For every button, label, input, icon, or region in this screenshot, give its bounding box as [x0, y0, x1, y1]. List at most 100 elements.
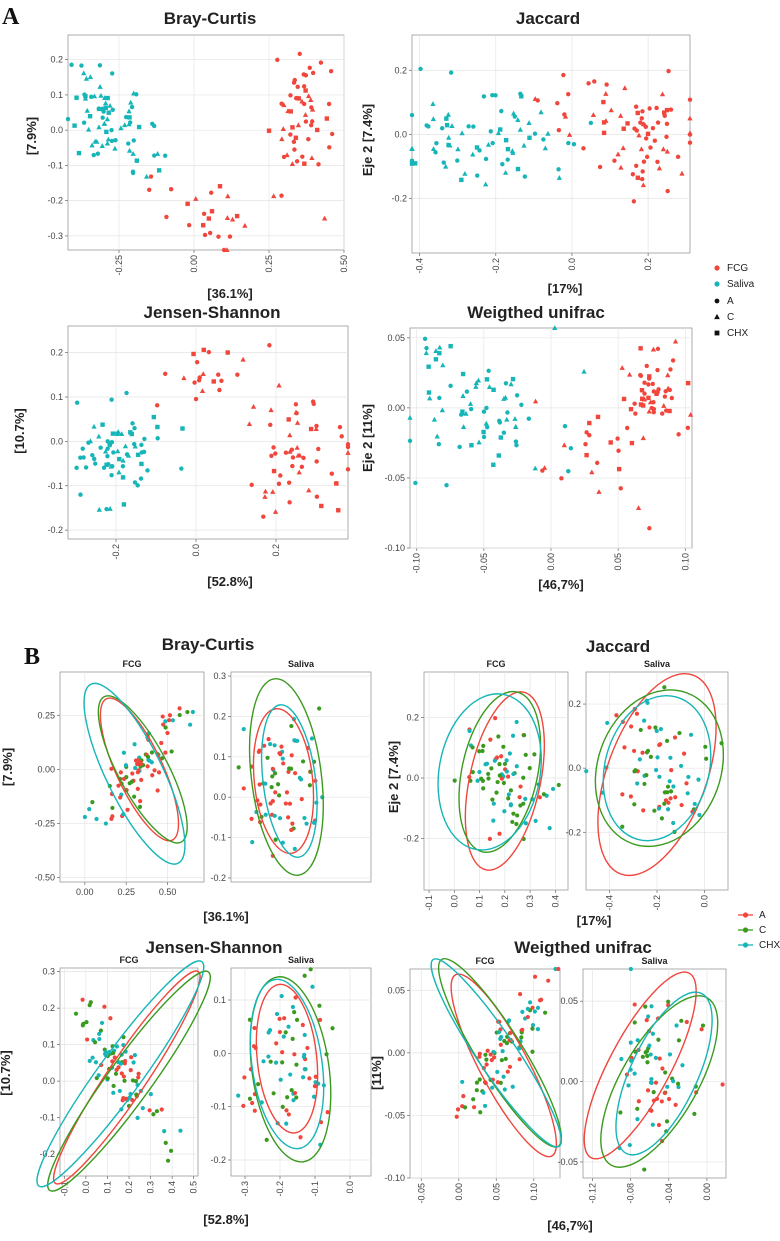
data-point — [270, 766, 275, 771]
data-point — [69, 62, 74, 67]
data-point — [258, 802, 263, 807]
data-point — [217, 184, 223, 189]
data-point — [543, 1010, 548, 1015]
data-point — [168, 1148, 174, 1153]
y-tick-label: 0.1 — [50, 90, 63, 100]
data-point — [616, 466, 622, 472]
data-point — [481, 1090, 486, 1095]
data-point — [513, 439, 519, 444]
x-tick-label: 0.00 — [189, 255, 199, 273]
data-point — [679, 170, 685, 176]
data-point — [469, 443, 474, 448]
data-point — [300, 1075, 306, 1080]
x-tick-label: -0.3 — [240, 1181, 250, 1197]
data-point — [527, 765, 532, 771]
data-point — [644, 1018, 649, 1023]
data-point — [640, 169, 645, 174]
data-point — [628, 406, 634, 412]
data-point — [82, 814, 88, 820]
data-point — [642, 718, 647, 723]
data-point — [486, 771, 491, 777]
data-point — [666, 999, 671, 1004]
data-point — [535, 1027, 541, 1032]
legend-label: Saliva — [727, 279, 755, 290]
data-point — [261, 1059, 266, 1064]
data-point — [286, 769, 291, 774]
data-point — [501, 395, 507, 401]
chart-title: Bray-Curtis — [162, 635, 255, 654]
y-tick-label: 0.2 — [394, 65, 407, 75]
data-point — [257, 782, 262, 787]
data-point — [107, 441, 112, 447]
data-point — [211, 379, 216, 384]
data-point — [181, 375, 187, 381]
data-point — [444, 116, 449, 121]
data-point — [89, 142, 95, 148]
data-point — [508, 381, 514, 387]
data-point — [655, 346, 661, 352]
data-point — [179, 466, 184, 471]
data-point — [201, 211, 207, 217]
data-point — [138, 476, 144, 481]
data-point — [303, 88, 308, 93]
data-point — [483, 181, 489, 187]
data-point — [530, 1023, 536, 1028]
x-tick-label: 0.1 — [475, 895, 485, 908]
data-point — [104, 129, 109, 135]
chart-title: Weigthed unifrac — [514, 938, 652, 957]
data-point — [566, 469, 571, 474]
data-point — [485, 1048, 490, 1053]
data-point — [240, 356, 246, 362]
data-point — [514, 443, 519, 448]
facet-fcg: FCG -0.1 0.0 0.1 0.2 0.3 0.4 -0.2 0.0 0.2 — [403, 659, 569, 911]
data-point — [665, 790, 670, 795]
data-point — [194, 360, 200, 365]
data-point — [301, 72, 306, 77]
data-point — [296, 469, 302, 475]
data-point — [720, 1082, 725, 1087]
data-point — [621, 126, 626, 131]
data-point — [302, 1032, 307, 1038]
data-point — [115, 431, 120, 436]
legend-label: FCG — [727, 263, 748, 274]
facet-saliva: Saliva -0.2 -0.1 0.0 0.1 0.2 0.3 — [210, 659, 372, 883]
data-point — [202, 232, 208, 238]
data-point — [682, 751, 687, 756]
data-point — [679, 1018, 684, 1023]
data-point — [180, 426, 185, 431]
data-point — [508, 788, 514, 793]
data-point — [667, 779, 672, 784]
chart-title: Jaccard — [516, 9, 580, 28]
data-point — [439, 407, 445, 413]
data-point — [478, 1110, 483, 1115]
data-point — [636, 1099, 641, 1104]
data-point — [76, 150, 82, 156]
data-point — [490, 797, 495, 802]
data-point — [302, 973, 307, 978]
data-point — [249, 816, 254, 821]
data-point — [446, 134, 452, 140]
data-point — [433, 348, 439, 353]
data-point — [502, 169, 509, 175]
data-point — [480, 748, 485, 754]
data-point — [658, 742, 663, 747]
data-point — [547, 826, 552, 831]
data-point — [273, 790, 278, 795]
data-point — [99, 1020, 105, 1026]
data-point — [647, 106, 652, 111]
data-point — [508, 1030, 513, 1036]
data-point — [678, 763, 684, 769]
data-point — [206, 349, 212, 355]
data-point — [299, 464, 305, 470]
data-point — [668, 755, 673, 760]
y-axis-label: Eje 2 [7.4%] — [360, 104, 375, 176]
data-point — [601, 120, 607, 125]
data-point — [483, 762, 488, 767]
data-point — [236, 765, 241, 770]
data-point — [159, 1107, 164, 1112]
data-point — [314, 459, 319, 464]
data-point — [626, 371, 633, 377]
data-point — [304, 821, 309, 826]
data-point — [625, 121, 630, 126]
data-point — [646, 1014, 651, 1019]
